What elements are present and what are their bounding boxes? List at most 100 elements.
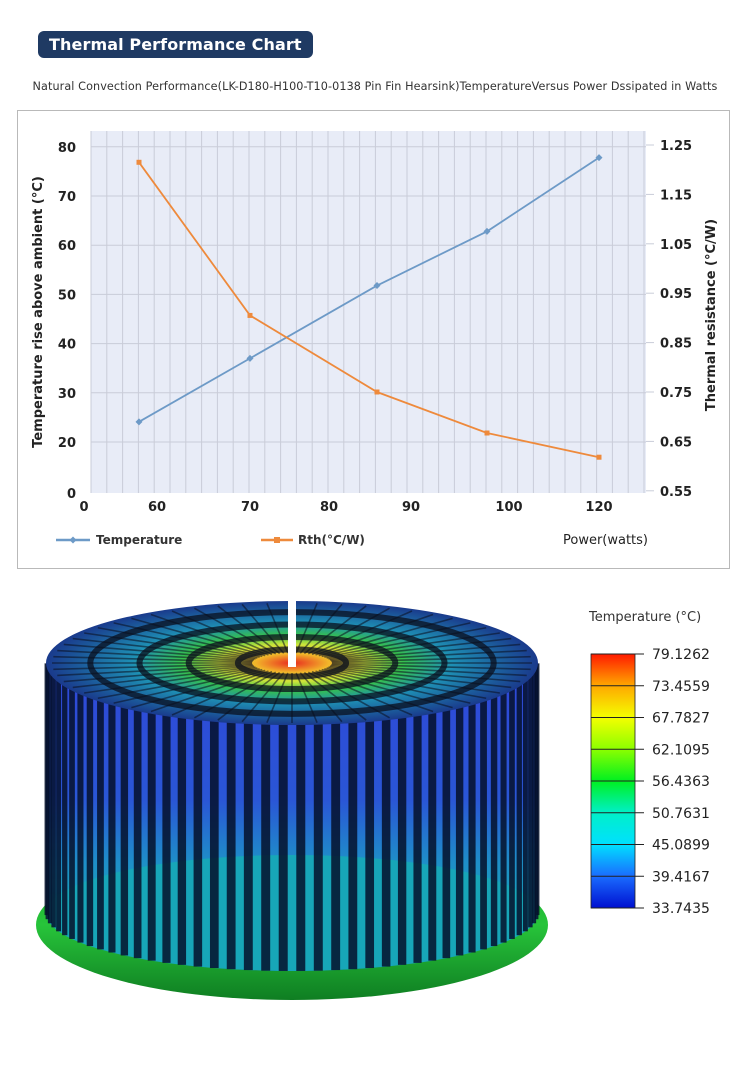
- heatsink-top-fin: [318, 617, 453, 657]
- x-tick-label: 90: [402, 500, 420, 515]
- heatsink-fin: [47, 664, 52, 924]
- heatsink-fin: [209, 671, 219, 969]
- heatsink-fin: [162, 670, 171, 963]
- heatsink-top-fin: [311, 610, 413, 656]
- heatsink-top-fin: [331, 655, 531, 663]
- heatsink-fin: [97, 668, 104, 950]
- heatsink-top-fin: [72, 637, 256, 660]
- chart-container: 0 20 30 40 50 60 70 80 0.55 0.65 0.75 0.85 0.95 1.05…: [17, 110, 730, 569]
- y2-tick-label: 1.25: [660, 139, 692, 154]
- heatsink-fin: [193, 671, 203, 967]
- heatsink-top-fin: [299, 672, 343, 723]
- colorbar-tick-label: 67.7827: [652, 711, 710, 727]
- heatsink-fin: [120, 669, 129, 956]
- x-tick-label: 60: [148, 500, 166, 515]
- heatsink-fins: [44, 663, 540, 971]
- heatsink-top-fin: [299, 603, 343, 654]
- heatsink-fin: [528, 665, 533, 928]
- heatsink-top-fin: [331, 663, 531, 671]
- y-tick-label: 60: [58, 239, 76, 254]
- heatsink-fin: [442, 670, 451, 959]
- heatsink-fin: [56, 665, 62, 932]
- heatsink-fin: [278, 672, 288, 971]
- heatsink-fin: [62, 666, 68, 936]
- heatsink-top-fin: [171, 670, 273, 716]
- chart-subtitle: Natural Convection Performance(LK-D180-H…: [32, 80, 718, 93]
- heatsink-top-fin: [97, 668, 260, 700]
- heatsink-fin: [296, 672, 306, 971]
- heatsink-top-fin: [303, 671, 367, 721]
- y2-tick-label: 0.55: [660, 485, 692, 500]
- heatsink-top-fin: [326, 667, 500, 694]
- y2-tick-label: 0.95: [660, 287, 692, 302]
- series-group: [135, 154, 603, 460]
- heatsink-fin: [147, 670, 156, 961]
- heatsink-fin: [51, 665, 56, 928]
- y-axis-label: Temperature rise above ambient (°C): [31, 176, 46, 448]
- temperature-point: [373, 282, 381, 290]
- heatsink-top-fin: [113, 622, 263, 658]
- plot-area: [91, 131, 646, 493]
- temperature-point: [246, 354, 254, 362]
- heatsink-fin: [509, 667, 515, 939]
- rth-point: [484, 430, 490, 436]
- heatsink-top-fin: [318, 669, 453, 709]
- heatsink-top-fin: [331, 649, 527, 662]
- x-tick-label: 120: [585, 500, 612, 515]
- colorbar-tick-label: 56.4363: [652, 774, 710, 790]
- colorbar-tick-label: 45.0899: [652, 838, 710, 854]
- heatsink-top-fin: [84, 632, 258, 659]
- heatsink-top-fin: [84, 667, 258, 694]
- heatsink-top-fin: [131, 669, 266, 709]
- heatsink-top-fin: [193, 607, 277, 655]
- heatsink-fin: [45, 663, 50, 920]
- heatsink-top-fin: [53, 663, 253, 671]
- legend-rth-marker: [274, 537, 280, 543]
- heatsink-top-fin: [113, 668, 263, 704]
- heatsink-top-fin: [307, 607, 391, 655]
- heatsink-fin: [455, 669, 464, 956]
- heatsink-body-bottom: [46, 855, 538, 971]
- heatsink-top-fin: [63, 643, 255, 661]
- heatsink-top-fin: [307, 671, 391, 719]
- chart-title-badge: Thermal Performance Chart: [38, 31, 313, 58]
- heatsink-fin: [428, 670, 437, 961]
- left-axis-ticks: 0 20 30 40 50 60 70 80: [58, 141, 76, 502]
- heatsink-fin: [536, 663, 540, 916]
- colorbar-ticks: 79.1262 73.4559 67.7827 62.1095 56.4363 50.76…: [591, 647, 710, 917]
- heatsink-top-fin: [295, 603, 318, 654]
- heatsink-fin: [177, 671, 187, 965]
- heatsink-top-fin: [150, 613, 269, 656]
- heatsink-top-fin: [311, 670, 413, 716]
- heatsink-top-fin: [321, 668, 471, 704]
- heatsink-top-fin: [329, 643, 521, 661]
- heatsink-top-fin: [303, 605, 367, 655]
- heatsink-fin: [313, 672, 323, 971]
- heatsink-fin: [226, 672, 236, 970]
- y2-axis-label: Thermal resistance (°C/W): [704, 219, 719, 411]
- heatsink-top-fin: [53, 655, 253, 663]
- heatsink-fin: [261, 672, 271, 971]
- heatsink-top-fin: [150, 670, 269, 713]
- y2-tick-label: 1.05: [660, 238, 692, 253]
- legend-temperature-label: Temperature: [96, 533, 182, 547]
- heatsink-top-fin: [97, 626, 260, 658]
- x-axis-label: Power(watts): [563, 533, 648, 548]
- heatsink-top-fin: [324, 668, 487, 700]
- heatsink-top-fin: [324, 626, 487, 658]
- heatsink-thermal-image: [36, 595, 548, 1000]
- heatsink-top-fin: [72, 666, 256, 689]
- grid-lines: [90, 131, 646, 493]
- colorbar-tick-label: 62.1095: [652, 742, 710, 758]
- heatsink-top-fin: [266, 603, 289, 654]
- colorbar-tick-label: 39.4167: [652, 869, 710, 885]
- temperature-colorbar: 79.1262 73.4559 67.7827 62.1095 56.4363 50.76…: [590, 647, 710, 917]
- y-tick-label: 40: [58, 338, 76, 353]
- heatsink-fin: [108, 669, 116, 953]
- legend-rth-label: Rth(°C/W): [298, 533, 365, 547]
- right-axis-ticks: 0.55 0.65 0.75 0.85 0.95 1.05 1.15 1.25: [646, 139, 692, 500]
- rth-point: [136, 159, 142, 165]
- heatsink-fin: [365, 671, 375, 969]
- heatsink-fin: [381, 671, 391, 967]
- heatsink-fin: [532, 664, 537, 924]
